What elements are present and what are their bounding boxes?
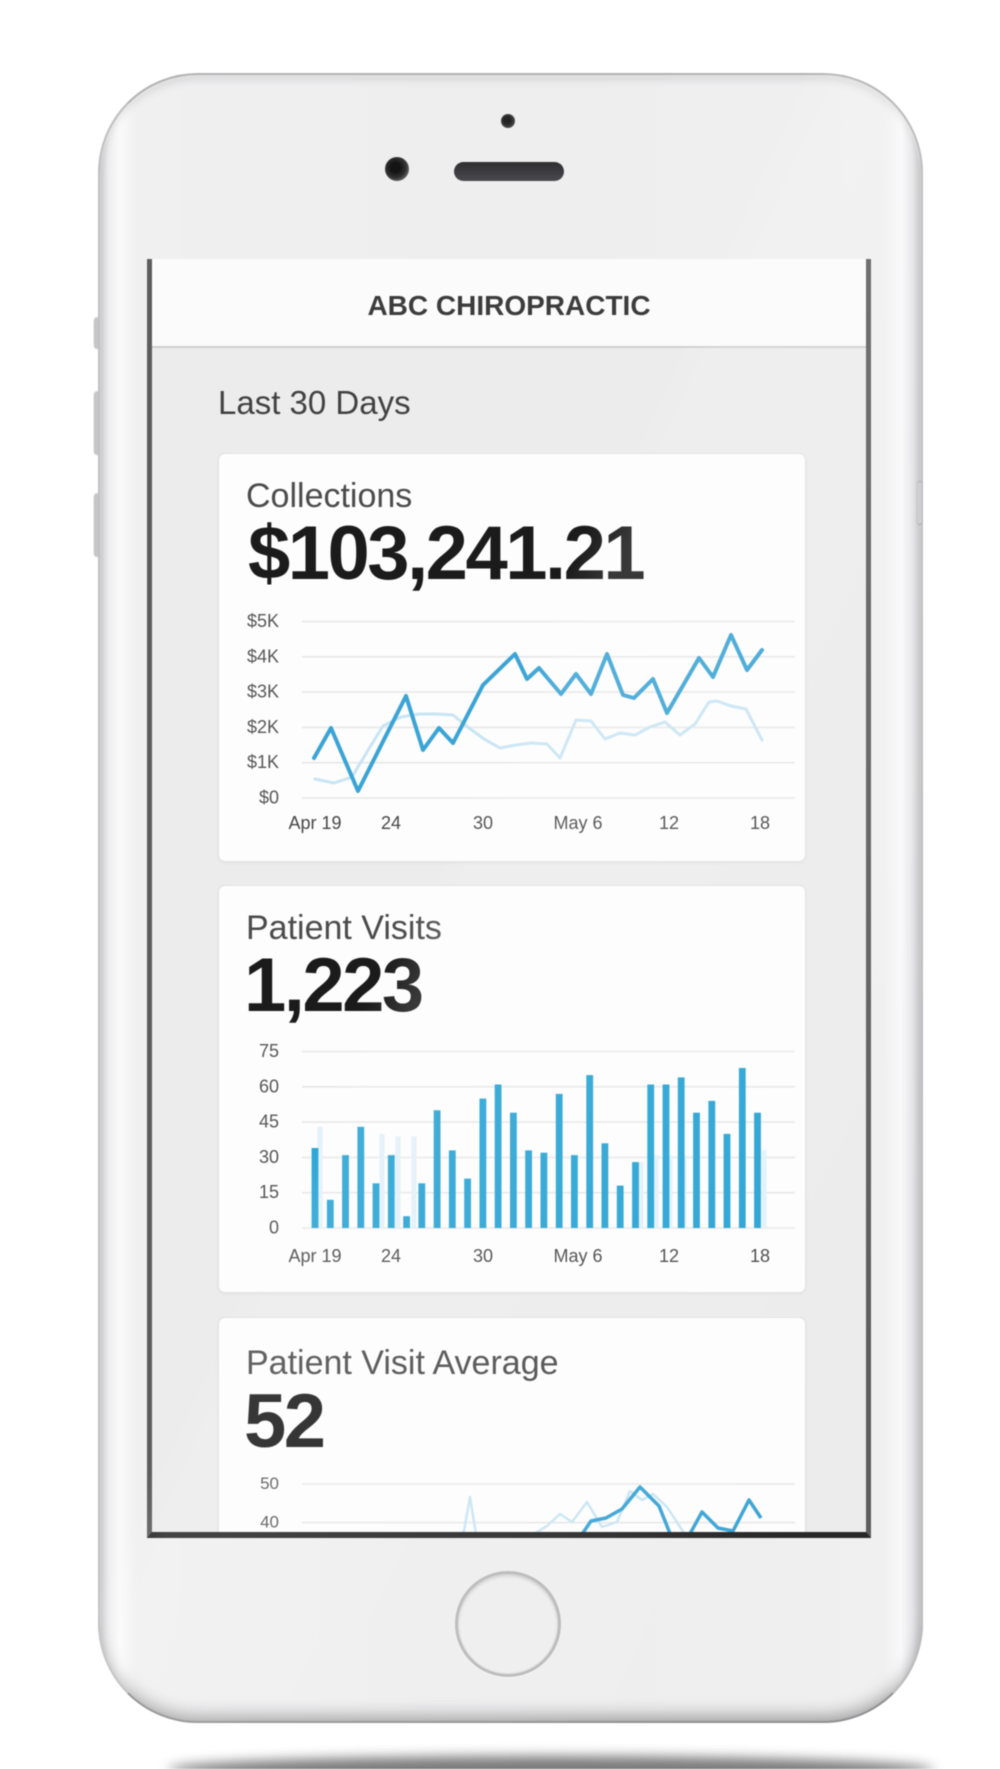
svg-text:24: 24 [381,1246,401,1266]
svg-text:18: 18 [750,813,770,833]
svg-text:0: 0 [269,1218,279,1238]
svg-text:$4K: $4K [247,646,279,666]
svg-text:Apr 19: Apr 19 [288,1246,341,1266]
svg-text:May 6: May 6 [553,1246,602,1266]
svg-text:$3K: $3K [247,682,279,702]
svg-text:30: 30 [473,1246,493,1266]
svg-text:$1K: $1K [247,752,279,772]
svg-text:May 6: May 6 [553,813,602,833]
svg-text:12: 12 [659,813,679,833]
svg-text:15: 15 [259,1182,279,1202]
svg-text:60: 60 [259,1076,279,1096]
svg-text:40: 40 [260,1513,279,1532]
svg-text:30: 30 [259,1147,279,1167]
svg-text:$5K: $5K [247,611,279,631]
svg-text:$2K: $2K [247,717,279,737]
svg-text:24: 24 [381,813,401,833]
svg-text:30: 30 [473,813,493,833]
svg-text:75: 75 [259,1041,279,1061]
svg-text:45: 45 [259,1112,279,1132]
svg-text:$0: $0 [259,788,279,808]
svg-text:Apr 19: Apr 19 [288,813,341,833]
svg-text:12: 12 [659,1246,679,1266]
svg-text:50: 50 [260,1474,279,1493]
svg-text:18: 18 [750,1246,770,1266]
